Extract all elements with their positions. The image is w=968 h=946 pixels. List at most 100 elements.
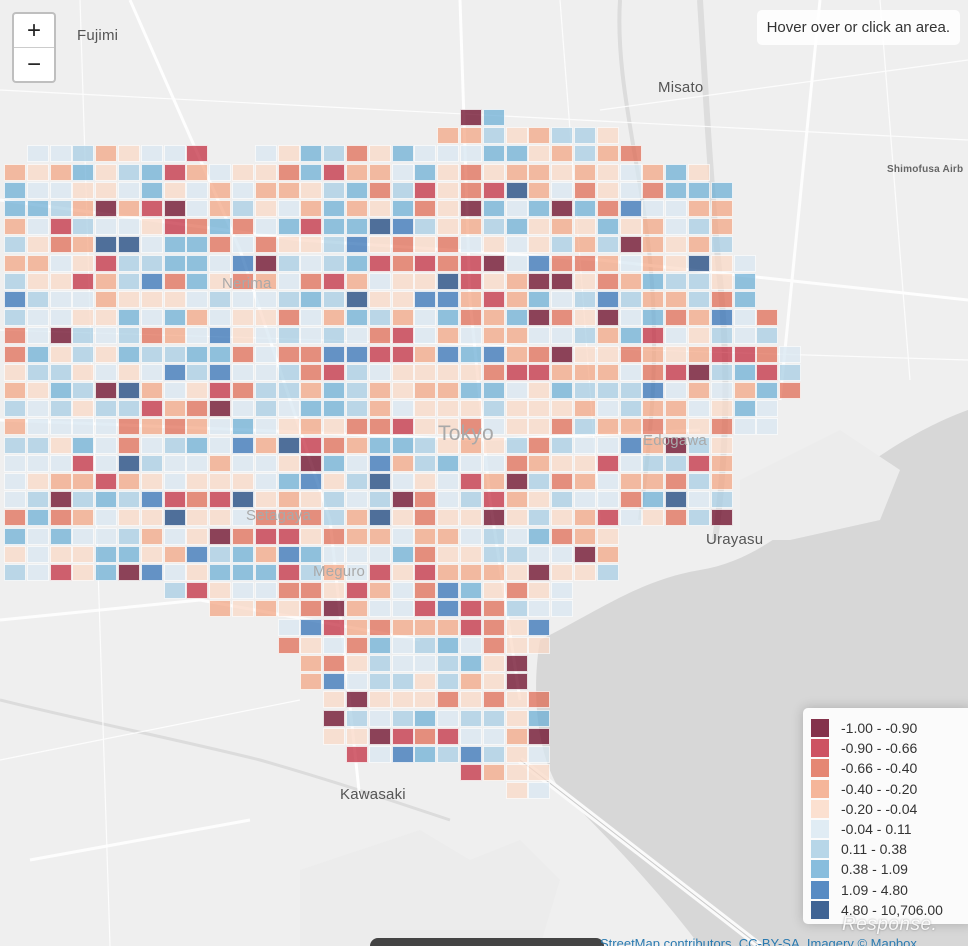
mesh-cell[interactable] (118, 145, 140, 163)
mesh-cell[interactable] (346, 564, 368, 581)
mesh-cell[interactable] (277, 382, 300, 399)
mesh-cell[interactable] (437, 309, 460, 327)
mesh-cell[interactable] (232, 363, 254, 381)
mesh-cell[interactable] (710, 309, 733, 327)
mesh-cell[interactable] (49, 564, 72, 581)
mesh-cell[interactable] (505, 491, 528, 509)
mesh-cell[interactable] (482, 327, 505, 345)
mesh-cell[interactable] (642, 163, 665, 181)
mesh-cell[interactable] (391, 727, 414, 745)
mesh-cell[interactable] (95, 254, 118, 272)
mesh-cell[interactable] (277, 254, 300, 272)
mesh-cell[interactable] (346, 218, 368, 236)
mesh-cell[interactable] (391, 418, 414, 436)
mesh-cell[interactable] (277, 636, 300, 654)
mesh-cell[interactable] (574, 527, 596, 545)
mesh-cell[interactable] (619, 181, 642, 199)
mesh-cell[interactable] (482, 272, 505, 290)
mesh-cell[interactable] (688, 254, 710, 272)
mesh-cell[interactable] (4, 382, 26, 399)
mesh-cell[interactable] (414, 163, 437, 181)
mesh-cell[interactable] (300, 363, 323, 381)
mesh-cell[interactable] (437, 509, 460, 527)
mesh-cell[interactable] (26, 436, 49, 454)
mesh-cell[interactable] (368, 527, 391, 545)
mesh-cell[interactable] (482, 527, 505, 545)
mesh-cell[interactable] (733, 345, 756, 363)
mesh-cell[interactable] (596, 454, 619, 472)
mesh-cell[interactable] (323, 491, 346, 509)
mesh-cell[interactable] (277, 218, 300, 236)
mesh-cell[interactable] (665, 382, 688, 399)
mesh-cell[interactable] (505, 454, 528, 472)
mesh-cell[interactable] (118, 400, 140, 418)
mesh-cell[interactable] (574, 436, 596, 454)
mesh-cell[interactable] (26, 382, 49, 399)
mesh-cell[interactable] (460, 636, 482, 654)
mesh-cell[interactable] (391, 327, 414, 345)
mesh-cell[interactable] (323, 218, 346, 236)
mesh-cell[interactable] (368, 327, 391, 345)
mesh-cell[interactable] (118, 163, 140, 181)
mesh-cell[interactable] (368, 291, 391, 308)
mesh-cell[interactable] (95, 200, 118, 217)
mesh-cell[interactable] (642, 418, 665, 436)
mesh-cell[interactable] (528, 218, 551, 236)
mesh-cell[interactable] (665, 163, 688, 181)
mesh-cell[interactable] (460, 600, 482, 618)
mesh-cell[interactable] (596, 473, 619, 490)
mesh-cell[interactable] (49, 418, 72, 436)
mesh-cell[interactable] (72, 473, 95, 490)
mesh-cell[interactable] (4, 436, 26, 454)
mesh-cell[interactable] (596, 327, 619, 345)
mesh-cell[interactable] (391, 545, 414, 563)
mesh-cell[interactable] (505, 345, 528, 363)
mesh-cell[interactable] (391, 564, 414, 581)
mesh-cell[interactable] (437, 582, 460, 600)
mesh-cell[interactable] (733, 291, 756, 308)
mesh-cell[interactable] (460, 454, 482, 472)
mesh-cell[interactable] (437, 145, 460, 163)
mesh-cell[interactable] (505, 127, 528, 145)
mesh-cell[interactable] (505, 545, 528, 563)
mesh-cell[interactable] (368, 636, 391, 654)
mesh-cell[interactable] (596, 491, 619, 509)
mesh-cell[interactable] (642, 345, 665, 363)
mesh-cell[interactable] (528, 181, 551, 199)
mesh-cell[interactable] (733, 363, 756, 381)
mesh-cell[interactable] (528, 236, 551, 254)
mesh-cell[interactable] (460, 564, 482, 581)
mesh-cell[interactable] (163, 582, 186, 600)
mesh-cell[interactable] (95, 327, 118, 345)
mesh-cell[interactable] (688, 363, 710, 381)
mesh-cell[interactable] (414, 418, 437, 436)
mesh-cell[interactable] (277, 272, 300, 290)
mesh-cell[interactable] (323, 436, 346, 454)
mesh-cell[interactable] (688, 436, 710, 454)
mesh-cell[interactable] (254, 436, 277, 454)
mesh-cell[interactable] (277, 163, 300, 181)
mesh-cell[interactable] (505, 473, 528, 490)
mesh-cell[interactable] (323, 600, 346, 618)
mesh-cell[interactable] (118, 418, 140, 436)
mesh-cell[interactable] (505, 291, 528, 308)
mesh-cell[interactable] (710, 345, 733, 363)
mesh-cell[interactable] (665, 200, 688, 217)
mesh-cell[interactable] (665, 272, 688, 290)
mesh-cell[interactable] (163, 272, 186, 290)
mesh-cell[interactable] (300, 236, 323, 254)
mesh-cell[interactable] (619, 291, 642, 308)
mesh-cell[interactable] (49, 382, 72, 399)
mesh-cell[interactable] (460, 109, 482, 126)
mesh-cell[interactable] (779, 363, 802, 381)
mesh-cell[interactable] (186, 236, 209, 254)
mesh-cell[interactable] (528, 291, 551, 308)
mesh-cell[interactable] (277, 363, 300, 381)
mesh-cell[interactable] (49, 400, 72, 418)
mesh-cell[interactable] (505, 400, 528, 418)
mesh-cell[interactable] (368, 200, 391, 217)
mesh-cell[interactable] (254, 454, 277, 472)
mesh-cell[interactable] (323, 454, 346, 472)
mesh-cell[interactable] (528, 309, 551, 327)
mesh-cell[interactable] (209, 254, 232, 272)
